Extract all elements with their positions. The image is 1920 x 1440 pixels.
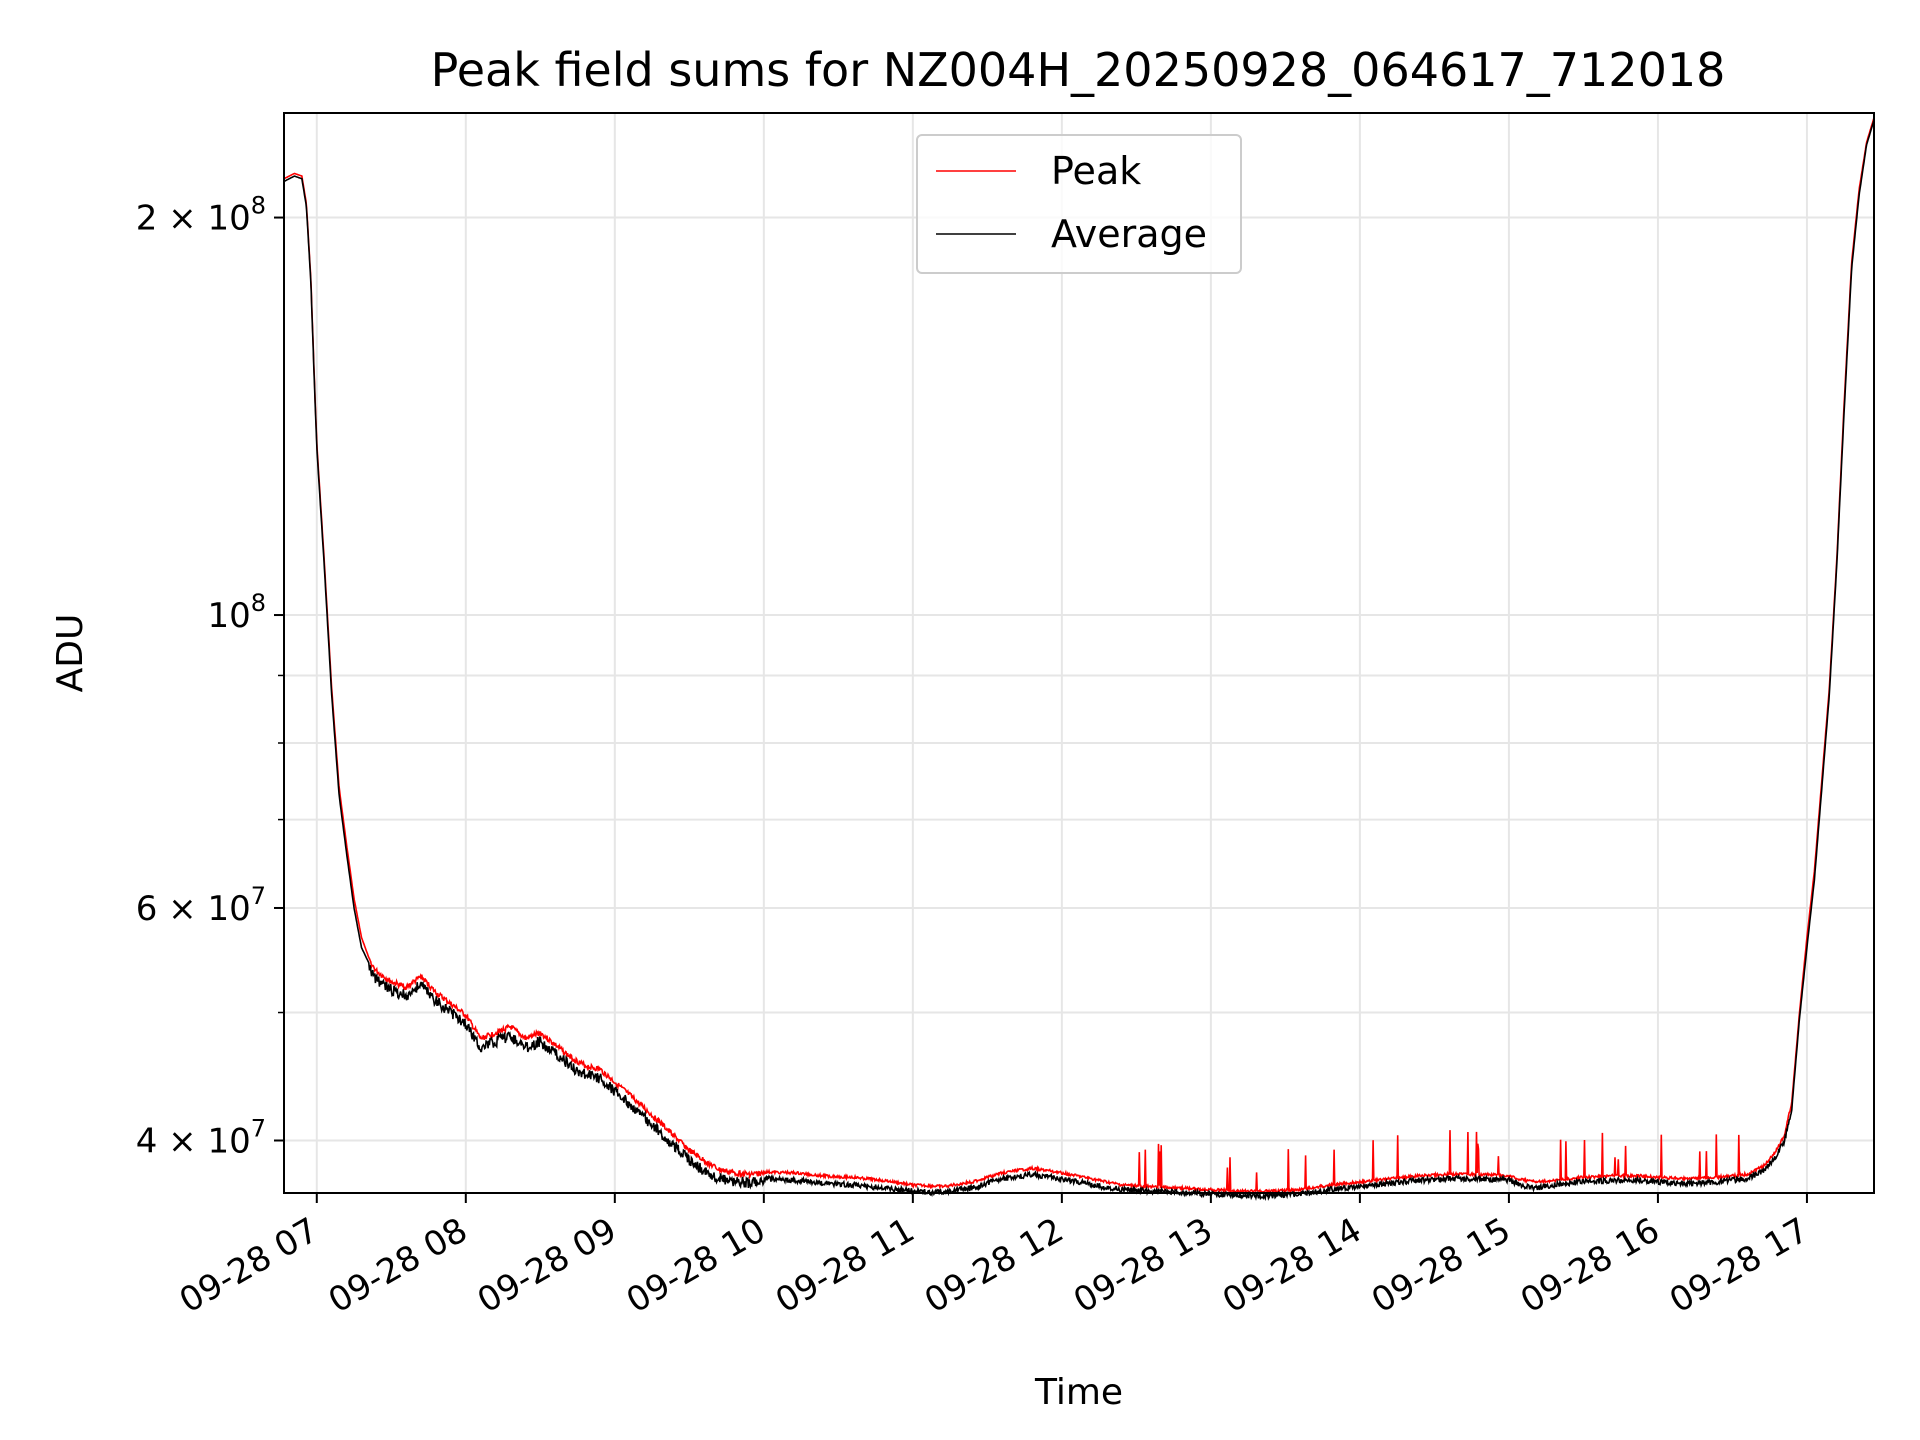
plot-frame: [283, 112, 1875, 1194]
average-series-line: [283, 119, 1875, 1202]
y-tick-label: 6 × 107: [136, 882, 266, 929]
y-tick-label: 2 × 108: [136, 192, 266, 239]
legend-average-label: Average: [1051, 212, 1207, 256]
x-axis-label: Time: [1034, 1372, 1123, 1413]
y-axis-label: ADU: [50, 614, 91, 693]
y-tick-label: 4 × 107: [136, 1114, 266, 1161]
legend: Peak Average: [916, 134, 1242, 274]
legend-peak-label: Peak: [1051, 149, 1141, 193]
y-tick-label: 108: [207, 589, 266, 636]
peak-series-line: [283, 117, 1875, 1196]
chart-title: Peak field sums for NZ004H_20250928_0646…: [431, 43, 1726, 97]
y-axis: 4 × 107 6 × 107 108 2 × 108: [136, 192, 284, 1161]
legend-box: [916, 134, 1242, 274]
plot-series: [283, 117, 1875, 1202]
